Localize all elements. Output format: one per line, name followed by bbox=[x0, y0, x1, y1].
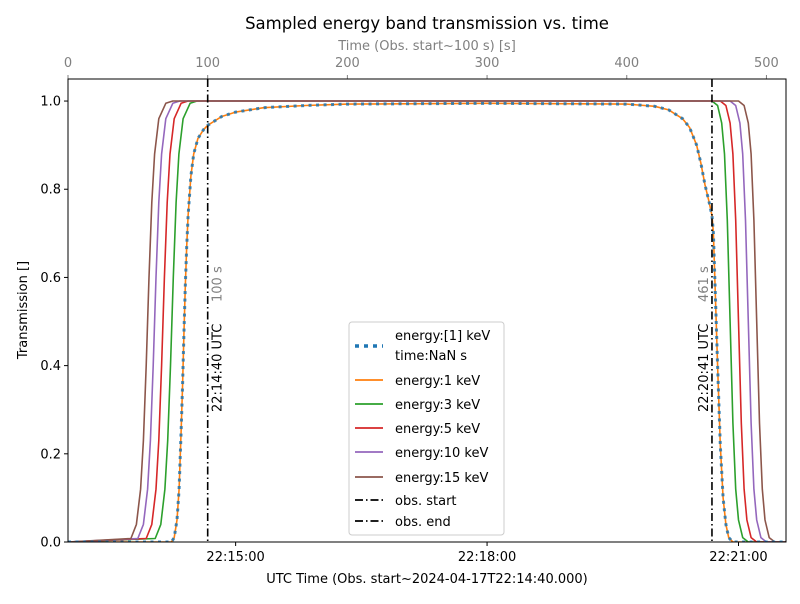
legend-label: energy:[1] keV bbox=[395, 329, 490, 344]
legend-label: energy:5 keV bbox=[395, 422, 480, 437]
top-x-tick-label: 200 bbox=[335, 56, 360, 71]
legend-label: energy:1 keV bbox=[395, 374, 480, 389]
vline-seconds-label: 461 s bbox=[697, 266, 712, 302]
series-line-energy-1-kev bbox=[68, 101, 786, 542]
top-x-tick-label: 0 bbox=[64, 56, 72, 71]
y-axis-label: Transmission [] bbox=[16, 261, 31, 360]
top-x-tick-label: 400 bbox=[614, 56, 639, 71]
legend-label: obs. end bbox=[395, 515, 451, 530]
legend-label: obs. start bbox=[395, 494, 457, 509]
x-axis-label: UTC Time (Obs. start~2024-04-17T22:14:40… bbox=[266, 572, 588, 587]
chart-title: Sampled energy band transmission vs. tim… bbox=[245, 14, 609, 33]
vline-utc-label: 22:20:41 UTC bbox=[697, 324, 712, 412]
legend: energy:[1] keV time:NaN s energy:1 keV ener… bbox=[348, 321, 505, 536]
vline-utc-label: 22:14:40 UTC bbox=[211, 324, 226, 412]
x-tick-label: 22:15:00 bbox=[206, 550, 264, 565]
plot-frame bbox=[67, 78, 787, 543]
vline-seconds-label: 100 s bbox=[211, 266, 226, 302]
legend-label: time:NaN s bbox=[395, 349, 467, 364]
top-x-tick-label: 300 bbox=[475, 56, 500, 71]
top-x-tick-label: 500 bbox=[754, 56, 779, 71]
y-tick-label: 0.6 bbox=[40, 271, 61, 286]
top-x-axis-label: Time (Obs. start~100 s) [s] bbox=[337, 39, 516, 54]
series-line-energy-15-kev bbox=[68, 100, 786, 542]
legend-label: energy:15 keV bbox=[395, 471, 488, 486]
x-tick-label: 22:18:00 bbox=[458, 550, 516, 565]
legend-box bbox=[348, 321, 505, 536]
y-tick-label: 1.0 bbox=[40, 95, 61, 110]
top-x-tick-label: 100 bbox=[195, 56, 220, 71]
y-tick-label: 0.2 bbox=[40, 447, 61, 462]
y-tick-label: 0.0 bbox=[40, 536, 61, 551]
y-tick-label: 0.4 bbox=[40, 359, 61, 374]
legend-label: energy:3 keV bbox=[395, 398, 480, 413]
legend-label: energy:10 keV bbox=[395, 446, 488, 461]
x-tick-label: 22:21:00 bbox=[709, 550, 767, 565]
y-tick-label: 0.8 bbox=[40, 183, 61, 198]
